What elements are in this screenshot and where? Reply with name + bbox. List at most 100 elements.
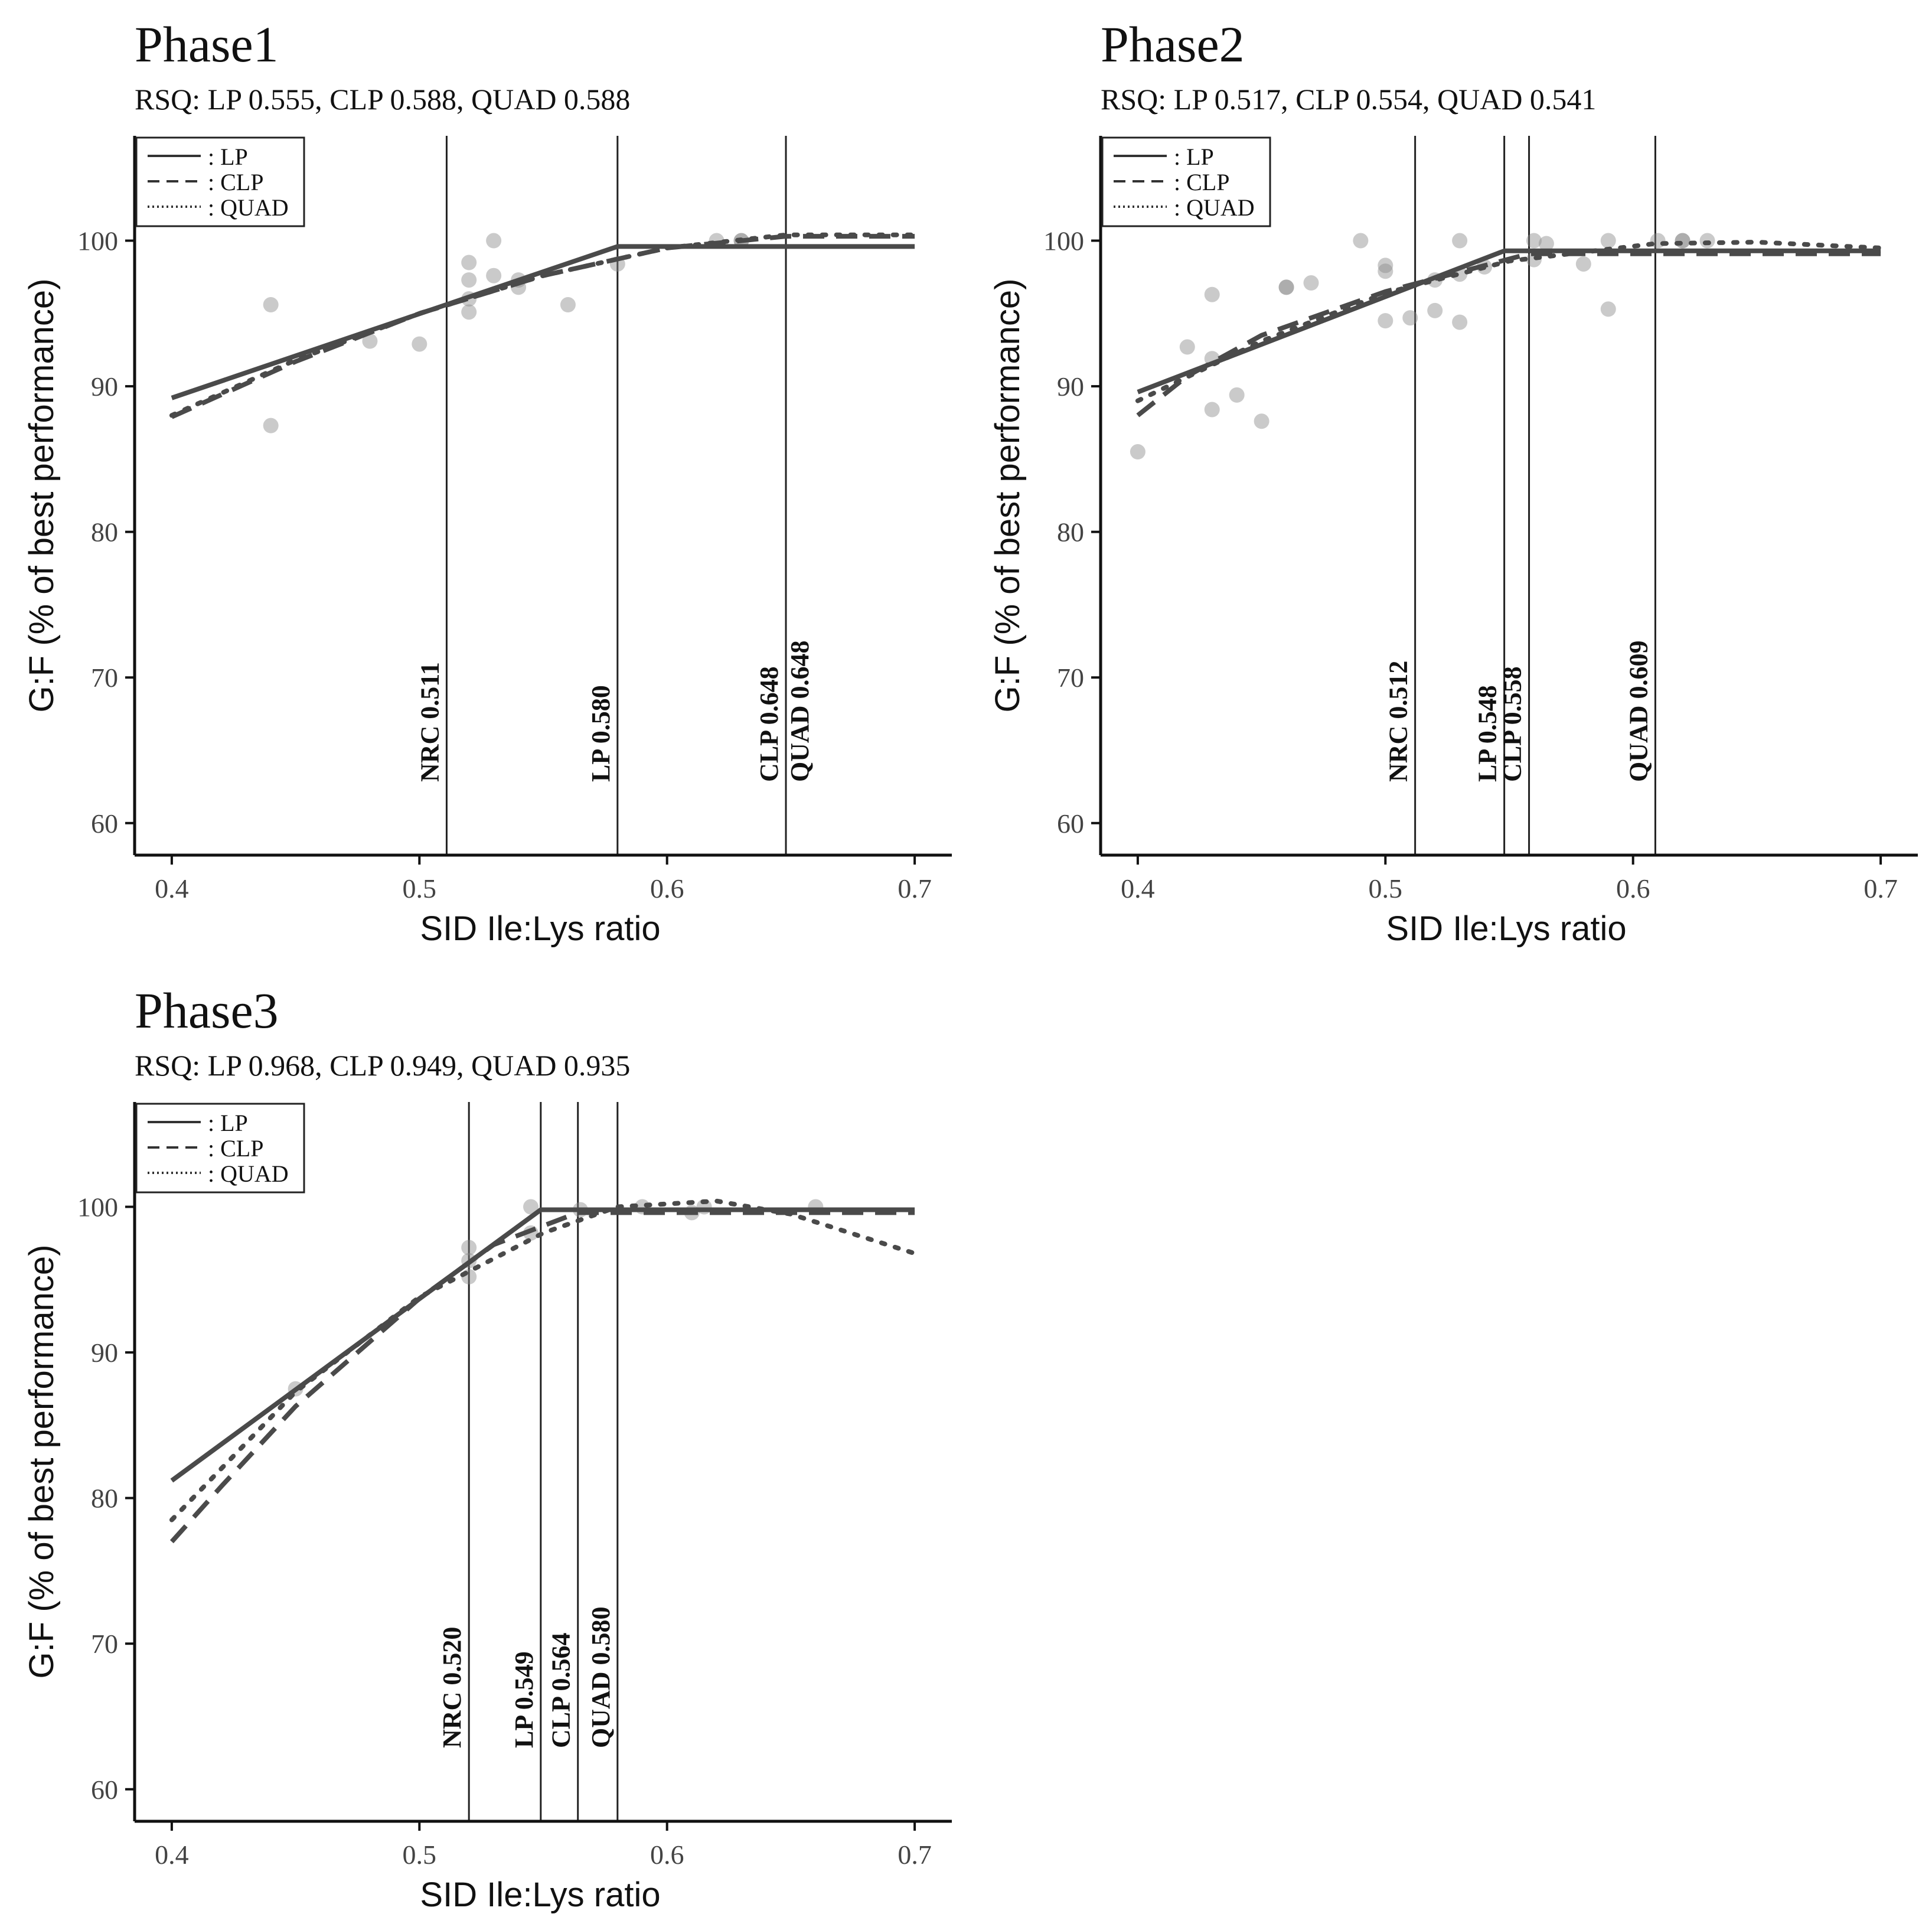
- chart-subtitle: RSQ: LP 0.968, CLP 0.949, QUAD 0.935: [135, 1049, 630, 1082]
- reference-lines: NRC 0.520 LP 0.549 CLP 0.564 QUAD 0.580: [438, 1102, 619, 1821]
- data-point: [1254, 413, 1269, 429]
- data-point: [461, 1240, 477, 1256]
- chart-title: Phase1: [135, 16, 279, 73]
- reference-line-label: LP 0.548: [1473, 685, 1502, 782]
- legend-label: : QUAD: [208, 194, 289, 221]
- x-tick-label: 0.4: [155, 873, 189, 904]
- data-point: [1526, 233, 1542, 249]
- x-tick-label: 0.6: [650, 1840, 684, 1870]
- y-tick-label: 90: [91, 371, 118, 402]
- chart-panel-2: Phase2 RSQ: LP 0.517, CLP 0.554, QUAD 0.5…: [988, 16, 1918, 948]
- data-point: [461, 255, 477, 270]
- fitted-lines: [169, 1198, 918, 1544]
- reference-line-label: CLP 0.648: [755, 666, 784, 782]
- y-tick-label: 80: [91, 1483, 118, 1514]
- data-points: [1130, 233, 1715, 460]
- x-tick-label: 0.7: [898, 1840, 932, 1870]
- data-point: [1600, 301, 1616, 317]
- y-tick-label: 60: [1057, 808, 1084, 839]
- data-point: [1675, 233, 1690, 249]
- fit-line-quad: [169, 1198, 918, 1522]
- data-point: [1575, 256, 1591, 272]
- legend-label: : LP: [208, 1110, 248, 1136]
- chart-panel-1: Phase1 RSQ: LP 0.555, CLP 0.588, QUAD 0.5…: [22, 16, 952, 948]
- legend-label: : LP: [208, 144, 248, 170]
- data-point: [362, 333, 378, 349]
- reference-line-label: QUAD 0.609: [1624, 640, 1653, 782]
- axes: 0.4 0.5 0.6 0.7 60 70 80 90 100 SID Ile:Lys ratio…: [988, 136, 1918, 948]
- reference-line-label: QUAD 0.648: [785, 640, 814, 782]
- data-point: [1452, 233, 1468, 249]
- legend: : LP: CLP: QUAD: [135, 136, 305, 227]
- y-tick-label: 100: [77, 226, 118, 256]
- data-point: [263, 418, 279, 433]
- chart-title: Phase2: [1101, 16, 1245, 73]
- legend-label: : CLP: [208, 169, 263, 195]
- x-axis-label: SID Ile:Lys ratio: [420, 909, 660, 948]
- chart-subtitle: RSQ: LP 0.517, CLP 0.554, QUAD 0.541: [1101, 83, 1596, 116]
- reference-line-label: NRC 0.520: [438, 1627, 466, 1748]
- x-axis-label: SID Ile:Lys ratio: [1386, 909, 1626, 948]
- data-point: [1204, 402, 1220, 418]
- axes: 0.4 0.5 0.6 0.7 60 70 80 90 100 SID Ile:Lys ratio…: [22, 136, 952, 948]
- data-point: [486, 268, 502, 283]
- fitted-lines: [169, 232, 918, 419]
- reference-line-label: LP 0.549: [510, 1651, 539, 1748]
- fit-line-clp: [169, 1210, 915, 1544]
- reference-lines: NRC 0.511 LP 0.580 CLP 0.648 QUAD 0.648: [415, 136, 814, 855]
- y-tick-label: 80: [91, 517, 118, 547]
- data-point: [1303, 275, 1319, 291]
- data-points: [263, 233, 749, 433]
- legend-label: : CLP: [208, 1135, 263, 1162]
- y-axis-label: G:F (% of best performance): [22, 1245, 61, 1679]
- chart-panel-3: Phase3 RSQ: LP 0.968, CLP 0.949, QUAD 0.9…: [22, 982, 952, 1914]
- data-point: [1600, 233, 1616, 249]
- legend-label: : QUAD: [1174, 194, 1255, 221]
- fit-line-lp: [1137, 248, 1881, 394]
- x-tick-label: 0.5: [403, 873, 437, 904]
- data-point: [1179, 339, 1195, 355]
- data-point: [486, 233, 502, 249]
- x-tick-label: 0.6: [1616, 873, 1650, 904]
- chart-title: Phase3: [135, 982, 279, 1039]
- reference-line-label: LP 0.580: [586, 685, 615, 782]
- data-point: [263, 297, 279, 313]
- legend-box: [135, 1103, 305, 1194]
- data-point: [1378, 263, 1393, 279]
- y-tick-label: 80: [1057, 517, 1084, 547]
- legend-label: : CLP: [1174, 169, 1229, 195]
- reference-line-label: QUAD 0.580: [586, 1606, 615, 1748]
- legend: : LP: CLP: QUAD: [135, 1103, 305, 1194]
- data-point: [1452, 314, 1468, 330]
- fit-line-clp: [1136, 251, 1881, 418]
- data-point: [1378, 313, 1393, 329]
- y-tick-label: 100: [1043, 226, 1084, 256]
- x-tick-label: 0.6: [650, 873, 684, 904]
- y-tick-label: 100: [77, 1192, 118, 1222]
- y-tick-label: 70: [91, 663, 118, 693]
- data-point: [1278, 279, 1294, 295]
- y-tick-label: 70: [1057, 663, 1084, 693]
- fit-line-lp: [171, 244, 915, 400]
- x-tick-label: 0.7: [1864, 873, 1898, 904]
- data-point: [461, 272, 477, 288]
- chart-subtitle: RSQ: LP 0.555, CLP 0.588, QUAD 0.588: [135, 83, 630, 116]
- y-tick-label: 70: [91, 1629, 118, 1659]
- data-point: [1130, 444, 1146, 460]
- fit-line-quad: [169, 232, 918, 418]
- data-point: [1538, 236, 1554, 252]
- legend: : LP: CLP: QUAD: [1101, 136, 1271, 227]
- data-point: [560, 297, 576, 313]
- data-point: [1229, 387, 1245, 403]
- legend-label: : QUAD: [208, 1160, 289, 1187]
- reference-line-label: NRC 0.511: [415, 662, 444, 782]
- data-point: [1278, 279, 1294, 295]
- data-point: [461, 304, 477, 320]
- x-tick-label: 0.5: [403, 1840, 437, 1870]
- fit-line-quad: [1135, 240, 1884, 403]
- legend-box: [1101, 136, 1271, 227]
- axes: 0.4 0.5 0.6 0.7 60 70 80 90 100 SID Ile:Lys ratio…: [22, 1102, 952, 1914]
- y-axis-label: G:F (% of best performance): [22, 279, 61, 713]
- x-tick-label: 0.4: [1121, 873, 1155, 904]
